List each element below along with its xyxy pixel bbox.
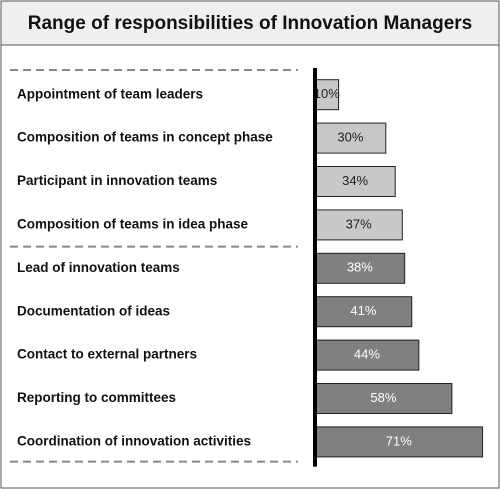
- category-label: Contact to external partners: [17, 347, 197, 362]
- value-label: 37%: [346, 216, 372, 231]
- chart-title: Range of responsibilities of Innovation …: [28, 13, 472, 34]
- bar: [314, 296, 413, 328]
- value-label: 58%: [370, 390, 396, 405]
- category-label: Lead of innovation teams: [17, 260, 180, 275]
- value-label: 41%: [350, 303, 376, 318]
- bar: [314, 166, 396, 197]
- value-label: 10%: [314, 86, 340, 101]
- title-box: [0, 0, 500, 46]
- value-label: 34%: [342, 173, 368, 188]
- value-label: 30%: [337, 130, 363, 145]
- category-label: Documentation of ideas: [17, 303, 170, 318]
- category-label: Participant in innovation teams: [17, 173, 217, 188]
- category-label: Coordination of innovation activities: [17, 433, 251, 448]
- category-label: Appointment of team leaders: [17, 86, 203, 101]
- value-label: 71%: [386, 433, 412, 448]
- value-label: 38%: [347, 260, 373, 275]
- category-label: Reporting to committees: [17, 390, 176, 405]
- category-label: Composition of teams in idea phase: [17, 216, 249, 231]
- category-label: Composition of teams in concept phase: [17, 130, 273, 145]
- bar: [314, 209, 403, 241]
- value-label: 44%: [354, 347, 380, 362]
- bar: [314, 426, 484, 458]
